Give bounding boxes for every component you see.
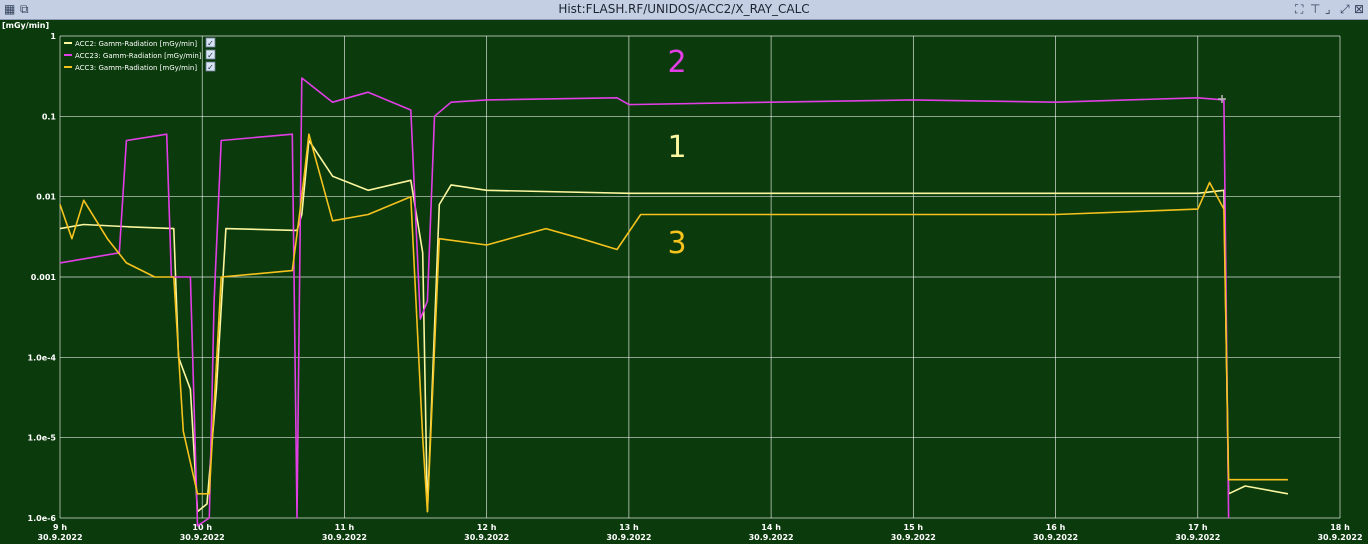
grid (59, 35, 1341, 519)
x-tick-date: 30.9.2022 (1317, 533, 1362, 542)
filter-icon[interactable]: ⊤ (1310, 2, 1321, 16)
series-line-acc3 (59, 133, 1288, 513)
y-tick-labels: 1 0.1 0.01 0.001 1.0e-4 1.0e-5 1.0e-6 (28, 32, 57, 523)
x-tick-hour: 18 h (1330, 523, 1350, 532)
minimize-icon[interactable]: ⌟ (1325, 2, 1331, 16)
chart-window-icon[interactable]: ▦ (4, 2, 16, 16)
x-tick-date: 30.9.2022 (606, 533, 651, 542)
checkmark-icon: ✓ (207, 63, 214, 72)
series-line-acc2 (59, 139, 1289, 513)
annotations: 2 1 3 (667, 45, 686, 261)
y-tick-label: 0.01 (36, 193, 56, 202)
x-tick-hour: 11 h (335, 523, 355, 532)
legend-checkbox-icon (205, 49, 216, 60)
y-tick-label: 1.0e-5 (28, 434, 57, 443)
y-axis-label: [mGy/min] (2, 21, 49, 30)
y-tick-label: 0.1 (42, 112, 57, 121)
x-tick-hour: 10 h (192, 523, 212, 532)
window-title: Hist:FLASH.RF/UNIDOS/ACC2/X_RAY_CALC (558, 2, 810, 16)
legend-label: ACC3: Gamm-Radiation [mGy/min] (75, 64, 197, 72)
maximize-icon[interactable]: ⤢ (1340, 2, 1350, 16)
y-tick-label: 1 (50, 32, 56, 41)
x-tick-hour: 14 h (761, 523, 781, 532)
y-tick-label: 1.0e-6 (28, 514, 57, 523)
annotation-label: 3 (667, 226, 686, 261)
annotation-label: 1 (667, 130, 686, 165)
x-tick-hour: 12 h (477, 523, 497, 532)
legend: ACC2: Gamm-Radiation [mGy/min] ✓ ACC23: Ga… (64, 37, 216, 72)
x-tick-hour: 9 h (53, 523, 67, 532)
x-tick-hour: 15 h (904, 523, 924, 532)
x-tick-date: 30.9.2022 (180, 533, 225, 542)
x-tick-date: 30.9.2022 (1033, 533, 1078, 542)
crosshair-cursor-icon (1218, 95, 1226, 103)
y-tick-label: 1.0e-4 (28, 353, 57, 362)
legend-label: ACC2: Gamm-Radiation [mGy/min] (75, 40, 197, 48)
checkmark-icon: ✓ (207, 39, 214, 48)
checkmark-icon: ✓ (207, 51, 214, 60)
legend-checkbox-icon (205, 37, 216, 48)
fullscreen-icon[interactable]: ⛶ (1295, 2, 1304, 16)
y-tick-label: 0.001 (31, 273, 57, 282)
series-line-acc23 (59, 77, 1230, 527)
window-titlebar: ▦ ⧉ Hist:FLASH.RF/UNIDOS/ACC2/X_RAY_CALC… (0, 0, 1368, 20)
x-tick-date: 30.9.2022 (891, 533, 936, 542)
close-icon[interactable]: ⊠ (1354, 2, 1365, 16)
x-tick-date: 30.9.2022 (464, 533, 509, 542)
chart-background (0, 20, 1368, 544)
chart-canvas: [mGy/min] 1 0.1 0.01 0.001 1.0e-4 1.0e-5 1.0e-… (0, 20, 1368, 544)
x-tick-date: 30.9.2022 (37, 533, 82, 542)
x-tick-hour: 16 h (1046, 523, 1066, 532)
legend-label: ACC23: Gamm-Radiation [mGy/min] (75, 52, 202, 60)
series-lines (59, 77, 1289, 527)
x-tick-hour: 13 h (619, 523, 639, 532)
x-tick-hour: 17 h (1188, 523, 1208, 532)
annotation-label: 2 (667, 45, 686, 80)
x-tick-date: 30.9.2022 (749, 533, 794, 542)
detach-window-icon[interactable]: ⧉ (20, 2, 29, 16)
legend-checkbox-icon (205, 61, 216, 72)
x-tick-date: 30.9.2022 (1175, 533, 1220, 542)
x-tick-date: 30.9.2022 (322, 533, 367, 542)
